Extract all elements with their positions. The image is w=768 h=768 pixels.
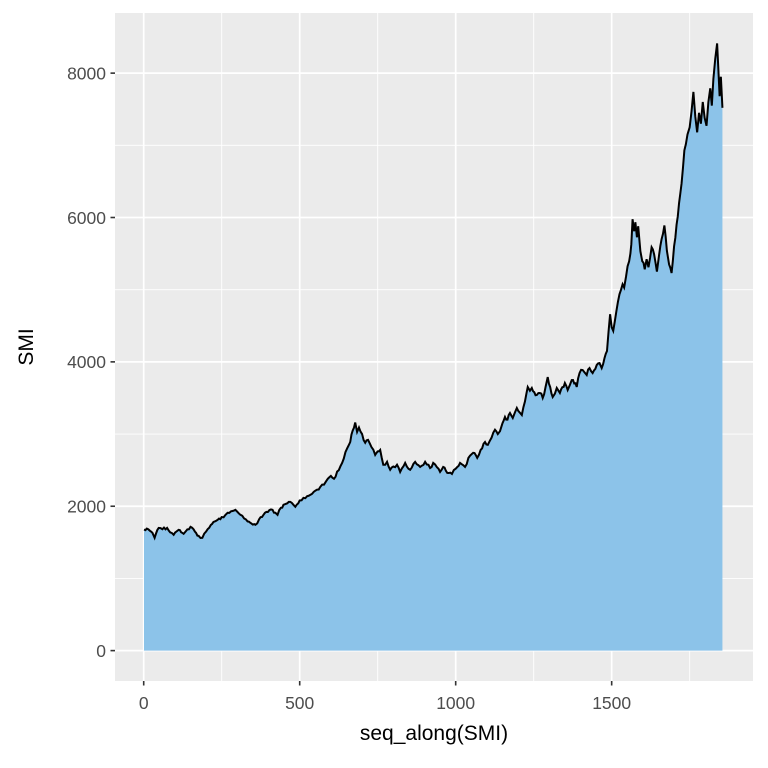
area-series xyxy=(143,43,724,651)
x-axis-title: seq_along(SMI) xyxy=(359,722,509,745)
axis-tick-marks xyxy=(110,72,613,686)
y-tick-label: 4000 xyxy=(67,352,106,372)
smi-area-fill xyxy=(144,43,723,651)
x-tick-label: 1000 xyxy=(436,693,475,713)
smi-line xyxy=(143,43,724,541)
y-tick-label: 0 xyxy=(96,641,106,661)
x-tick-label: 500 xyxy=(285,693,314,713)
x-tick-label: 0 xyxy=(139,693,149,713)
y-axis-title: SMI xyxy=(15,328,38,366)
y-tick-label: 2000 xyxy=(67,497,106,517)
x-tick-label: 1500 xyxy=(592,693,631,713)
axis-tick-labels: 0 500 1000 1500 0 2000 4000 6000 8000 xyxy=(67,63,631,713)
y-tick-label: 6000 xyxy=(67,208,106,228)
y-tick-label: 8000 xyxy=(67,63,106,83)
